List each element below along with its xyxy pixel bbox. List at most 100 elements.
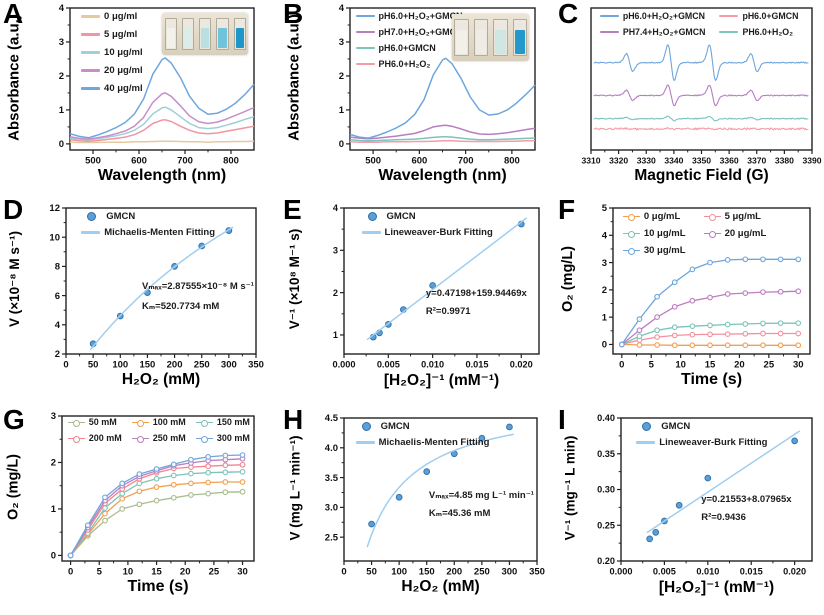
svg-text:0.005: 0.005 (653, 567, 676, 577)
legend-label: 30 μg/mL (643, 244, 686, 256)
svg-text:5: 5 (97, 567, 103, 578)
svg-text:2.5: 2.5 (325, 532, 339, 543)
svg-text:300: 300 (221, 360, 237, 371)
legend-label: 5 μg/ml (104, 28, 138, 40)
svg-text:3390: 3390 (802, 156, 821, 166)
legend-line-swatch (355, 441, 375, 444)
series-300-mM (67, 452, 246, 559)
legend-item: pH7.0+H₂O₂+GMCN (355, 27, 463, 37)
cuvette (493, 19, 508, 57)
panel-H: 0 50 100 150 200 250 300 350 2.5 3.0 3.5 4.0 4.5 H₂O₂… (280, 404, 555, 615)
legend-item: 10 μg/ml (81, 47, 143, 58)
svg-text:30: 30 (237, 567, 248, 578)
cuvette-liquid (201, 27, 210, 49)
x-axis-title: H₂O₂ (mM) (121, 371, 201, 388)
legend-label: 200 mM (88, 433, 122, 444)
panel-F: 0 5 10 15 20 25 30 0 1 2 3 4 5 Time (s) O₂ (mg/L) 0 μg/… (555, 194, 824, 406)
legend-line-swatch (355, 14, 375, 18)
legend-marker-swatch (642, 421, 652, 431)
series-GMCN (369, 220, 525, 341)
cuvette (512, 19, 527, 57)
svg-text:3330: 3330 (637, 156, 656, 166)
panel-letter-A: A (3, 0, 24, 29)
legend-marker-swatch (361, 421, 371, 431)
legend-item: pH6.0+GMCN (355, 43, 463, 53)
svg-text:100: 100 (112, 360, 128, 371)
svg-text:500: 500 (365, 156, 381, 167)
series-pH6-0-H-O-GMCN (349, 57, 536, 139)
legend-item: Michaelis-Menten Fitting (355, 437, 489, 448)
svg-text:0: 0 (341, 567, 346, 578)
legend-item: 200 mM (67, 433, 122, 444)
series-pH6-0-GMCN (593, 126, 809, 131)
legend-E: GMCN Lineweaver-Burk Fitting (361, 211, 493, 238)
panel-letter-I: I (558, 404, 566, 435)
legend-line-marker-swatch (67, 419, 85, 427)
legend-marker-swatch (87, 211, 97, 221)
legend-item: GMCN (81, 211, 215, 222)
svg-text:0.40: 0.40 (597, 413, 615, 423)
swatch-circle (628, 230, 636, 238)
panel-E: 0.000 0.005 0.010 0.015 0.020 1 2 3 4 [H₂O₂]⁻¹ (m… (280, 194, 555, 406)
svg-text:250: 250 (474, 567, 490, 578)
legend-item: pH6.0+H₂O₂+GMCN (355, 11, 463, 21)
svg-text:350: 350 (529, 567, 545, 578)
legend-label: Lineweaver-Burk Fitting (659, 436, 768, 448)
legend-G: 50 mM 100 mM 150 mM 200 mM 250 mM 300 mM (67, 417, 250, 444)
chart-F: 0 5 10 15 20 25 30 0 1 2 3 4 5 Time (s) O₂ (mg/L) 0 μg/… (555, 196, 824, 406)
legend-item: 0 μg/mL (622, 211, 686, 222)
svg-text:6: 6 (55, 291, 60, 302)
x-axis-title: Magnetic Field (G) (634, 167, 769, 184)
legend-line-swatch (719, 14, 739, 18)
svg-text:0: 0 (51, 551, 56, 562)
legend-label: 5 μg/mL (724, 210, 761, 222)
panel-G: 0 5 10 15 20 25 30 0 1 2 3 Time (s) O₂ (mg/L) 50 mM 10… (0, 404, 280, 615)
legend-C: pH6.0+H₂O₂+GMCN pH6.0+GMCN PH7.4+H₂O₂+GMCN… (599, 11, 798, 37)
legend-line-swatch (355, 46, 375, 50)
svg-text:2: 2 (59, 71, 64, 82)
legend-item: 30 μg/mL (622, 244, 686, 256)
legend-line-swatch (355, 62, 375, 66)
panel-D: 0 50 100 150 200 250 300 350 2 4 6 8 10 12 H₂O₂ (mM) V … (0, 194, 280, 406)
svg-text:3: 3 (333, 246, 338, 256)
series-Michaelis-Menten-Fitting (366, 433, 514, 548)
cuvette (473, 19, 489, 57)
series-GMCN (368, 423, 513, 528)
svg-text:3370: 3370 (747, 156, 766, 166)
svg-text:0.010: 0.010 (696, 567, 719, 577)
series-10-g-mL (618, 320, 802, 348)
chart-C: 3310 3320 3330 3340 3350 3360 3370 3380 3390 Magn… (555, 0, 824, 196)
swatch-circle (73, 435, 81, 443)
legend-line-swatch (355, 30, 375, 34)
cuvette-liquid (235, 27, 244, 49)
svg-text:0: 0 (63, 360, 68, 371)
legend-item: 5 μg/ml (81, 29, 143, 40)
svg-text:3: 3 (59, 37, 64, 48)
annotation: y=0.47198+159.94469x (425, 288, 527, 300)
svg-text:3310: 3310 (581, 156, 600, 166)
legend-A: 0 μg/ml 5 μg/ml 10 μg/ml 20 μg/ml 40 μg/ml (81, 11, 143, 94)
svg-text:0: 0 (59, 139, 64, 150)
legend-B: pH6.0+H₂O₂+GMCN pH7.0+H₂O₂+GMCN pH6.0+GMCN… (355, 11, 463, 69)
svg-text:0.020: 0.020 (510, 360, 533, 370)
legend-item: 100 mM (131, 417, 186, 427)
svg-text:5: 5 (602, 203, 608, 214)
y-axis-title: V (mg L⁻¹ min⁻¹) (287, 435, 302, 540)
legend-label: 10 μg/ml (104, 46, 143, 58)
legend-item: 250 mM (131, 433, 186, 443)
annotation: R²=0.9436 (701, 512, 746, 524)
svg-text:0.010: 0.010 (421, 360, 444, 370)
legend-line-swatch (719, 30, 739, 34)
panel-letter-E: E (283, 194, 302, 225)
cuvette-liquid (495, 30, 506, 55)
svg-text:2: 2 (602, 285, 607, 296)
legend-D: GMCN Michaelis-Menten Fitting (81, 211, 215, 238)
y-axis-title: V⁻¹ (mg⁻¹ L min) (562, 435, 577, 540)
y-axis-title: V⁻¹ (×10⁸ M⁻¹ s) (287, 228, 302, 330)
plot-I: 0.000 0.005 0.010 0.015 0.020 0.20 0.25 0.30 0.3… (597, 413, 813, 577)
svg-text:0.000: 0.000 (610, 567, 633, 577)
legend-line-swatch (81, 33, 101, 36)
svg-text:50: 50 (88, 360, 99, 371)
legend-line-marker-swatch (703, 230, 721, 238)
svg-text:1: 1 (339, 105, 345, 116)
